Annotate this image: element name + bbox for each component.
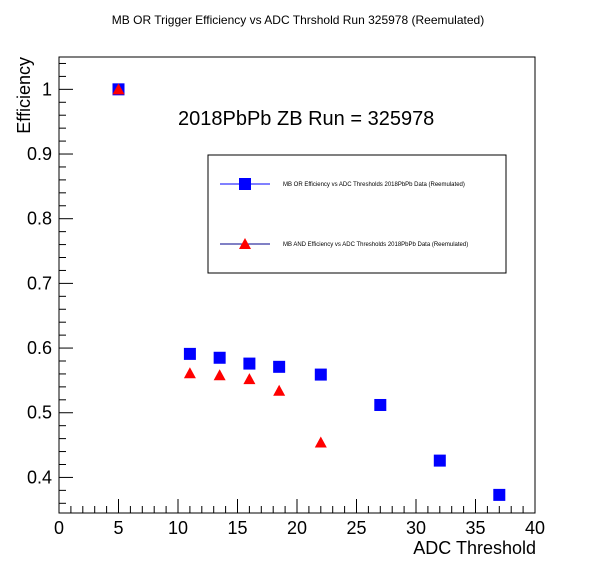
legend-box — [207, 154, 507, 274]
x-axis-title: ADC Threshold — [413, 538, 536, 558]
y-axis-title: Efficiency — [14, 57, 34, 134]
x-tick-label: 15 — [227, 518, 247, 538]
x-tick-label: 0 — [54, 518, 64, 538]
data-point-or — [213, 351, 226, 364]
x-tick-label: 5 — [113, 518, 123, 538]
data-point-and — [213, 369, 226, 381]
y-tick-label: 0.7 — [27, 273, 52, 293]
data-point-or — [493, 488, 506, 501]
y-tick-label: 0.5 — [27, 403, 52, 423]
data-point-or — [433, 454, 446, 467]
x-tick-label: 20 — [287, 518, 307, 538]
data-point-or — [243, 357, 256, 370]
x-tick-label: 30 — [406, 518, 426, 538]
data-point-or — [273, 360, 286, 373]
y-axis-ticks: 0.4 0.5 0.6 0.7 0.8 0.9 1 — [27, 62, 73, 504]
x-tick-label: 35 — [465, 518, 485, 538]
run-annotation: 2018PbPb ZB Run = 325978 — [178, 108, 434, 130]
data-point-and — [273, 384, 286, 396]
chart-title: MB OR Trigger Efficiency vs ADC Thrshold… — [112, 13, 484, 27]
data-point-and — [314, 436, 327, 448]
legend-label-or: MB OR Efficiency vs ADC Thresholds 2018P… — [283, 182, 465, 188]
legend-label-and: MB AND Efficiency vs ADC Thresholds 2018… — [283, 242, 468, 248]
x-tick-label: 25 — [346, 518, 366, 538]
data-markers — [112, 83, 506, 501]
legend-marker-and — [239, 238, 251, 249]
y-tick-label: 0.6 — [27, 338, 52, 358]
data-point-and — [183, 367, 196, 379]
y-tick-label: 0.8 — [27, 209, 52, 229]
y-tick-label: 1 — [42, 79, 52, 99]
legend: MB OR Efficiency vs ADC Thresholds 2018P… — [207, 154, 507, 274]
data-point-or — [314, 368, 327, 381]
data-point-or — [374, 398, 387, 411]
legend-marker-or — [239, 178, 251, 190]
y-tick-label: 0.4 — [27, 467, 52, 487]
data-point-and — [112, 83, 125, 95]
x-tick-label: 10 — [168, 518, 188, 538]
data-point-and — [243, 373, 256, 385]
x-axis-ticks: 0 5 10 15 20 25 30 35 40 — [54, 499, 545, 538]
y-tick-label: 0.9 — [27, 144, 52, 164]
x-tick-label: 40 — [525, 518, 545, 538]
data-point-or — [183, 347, 196, 360]
